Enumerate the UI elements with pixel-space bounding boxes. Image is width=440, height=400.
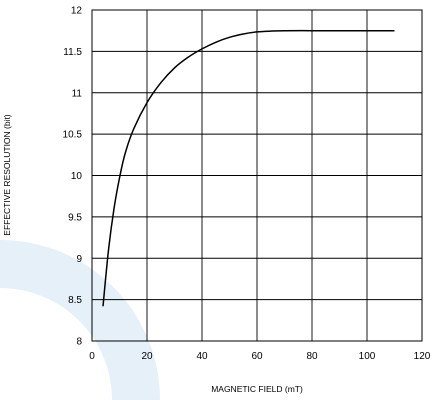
- y-tick-label: 8: [76, 337, 82, 348]
- y-tick-label: 9: [76, 254, 82, 265]
- y-tick-label: 10.5: [63, 130, 83, 141]
- y-tick-label: 11.5: [63, 47, 82, 58]
- y-tick-label: 9.5: [68, 212, 82, 223]
- background-watermark-arc: [0, 240, 160, 400]
- plot-frame: [91, 9, 423, 342]
- grid: [91, 9, 423, 342]
- x-tick-label: 80: [306, 351, 318, 362]
- x-tick-label: 20: [141, 351, 153, 362]
- y-axis-title: EFFECTIVE RESOLUTION (bit): [2, 114, 12, 236]
- x-tick-label: 40: [196, 351, 208, 362]
- x-tick-labels: 0 20 40 60 80 100 120: [89, 351, 431, 362]
- y-tick-label: 10: [71, 171, 83, 182]
- y-tick-labels: 8 8.5 9 9.5 10 10.5 11 11.5 12: [63, 6, 83, 348]
- x-tick-label: 120: [414, 351, 431, 362]
- resolution-curve: [102, 29, 395, 307]
- data-series: [102, 29, 395, 307]
- y-tick-label: 12: [71, 6, 83, 17]
- x-axis-title: MAGNETIC FIELD (mT): [211, 384, 303, 394]
- y-tick-label: 8.5: [68, 295, 82, 306]
- x-tick-label: 60: [251, 351, 263, 362]
- x-tick-label: 100: [359, 351, 376, 362]
- x-tick-label: 0: [89, 351, 95, 362]
- y-tick-label: 11: [72, 88, 83, 99]
